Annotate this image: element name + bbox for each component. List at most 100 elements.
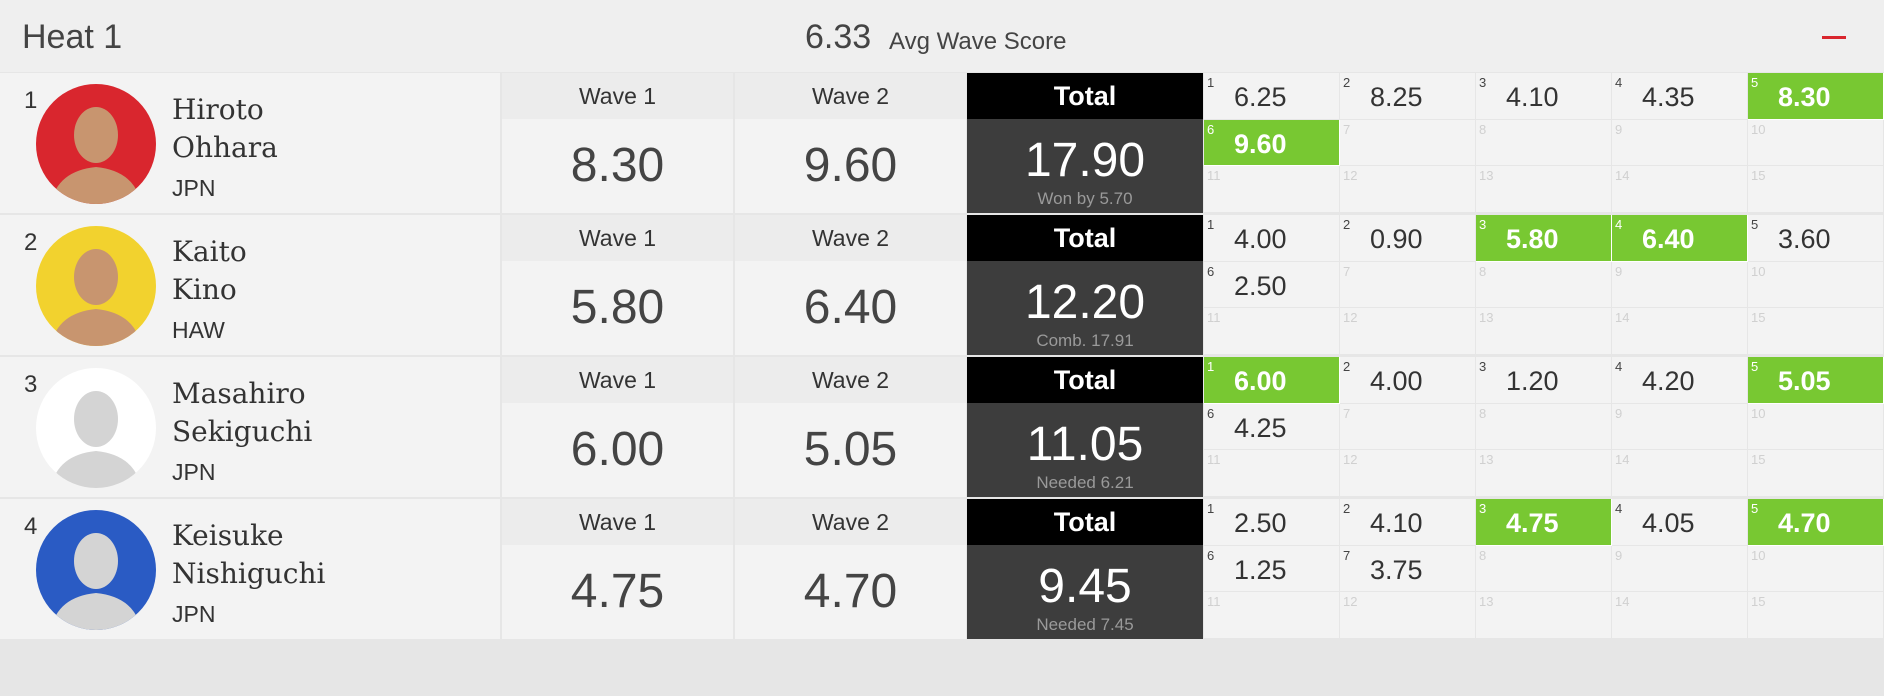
wave-number: 6 bbox=[1207, 547, 1215, 563]
wave-number: 3 bbox=[1479, 75, 1487, 90]
wave-number: 6 bbox=[1207, 405, 1215, 421]
wave-number: 15 bbox=[1751, 168, 1766, 184]
avatar bbox=[36, 368, 156, 488]
wave-score: 4.10 bbox=[1370, 508, 1423, 538]
wave-label: Wave 1 bbox=[502, 499, 733, 545]
wave-cell: 8 bbox=[1476, 545, 1612, 593]
wave-cell: 3 4.75 bbox=[1476, 499, 1612, 546]
first-name: Keisuke bbox=[172, 519, 284, 552]
first-name: Kaito bbox=[172, 235, 247, 268]
wave-number: 14 bbox=[1615, 594, 1630, 610]
wave-number: 1 bbox=[1207, 217, 1215, 232]
total-note: Needed 7.45 bbox=[1036, 615, 1134, 634]
wave-score: 4.75 bbox=[1506, 508, 1559, 538]
wave-cell: 8 bbox=[1476, 261, 1612, 309]
last-name: Ohhara bbox=[172, 131, 278, 164]
header bbox=[0, 0, 1884, 72]
wave-cell: 10 bbox=[1748, 261, 1884, 309]
wave-cell: 11 bbox=[1204, 592, 1340, 639]
wave-number: 13 bbox=[1479, 594, 1494, 610]
wave-cell: 15 bbox=[1748, 308, 1884, 355]
wave-cell: 6 9.60 bbox=[1204, 119, 1340, 167]
wave-cell: 14 bbox=[1612, 166, 1748, 213]
wave-number: 9 bbox=[1615, 121, 1623, 137]
avg-label: Avg Wave Score bbox=[889, 28, 1067, 55]
wave-score: 0.90 bbox=[1370, 224, 1423, 254]
wave-number: 12 bbox=[1343, 452, 1358, 468]
wave-number: 5 bbox=[1751, 217, 1759, 232]
wave-score: 4.10 bbox=[1506, 82, 1559, 112]
wave-label: Wave 1 bbox=[502, 215, 733, 261]
wave-cell: 9 bbox=[1612, 545, 1748, 593]
wave-number: 9 bbox=[1615, 405, 1623, 421]
wave-cell: 4 4.35 bbox=[1612, 73, 1748, 120]
total-label: Total bbox=[967, 499, 1203, 545]
wave-cell: 13 bbox=[1476, 166, 1612, 213]
wave-cell: 5 5.05 bbox=[1748, 357, 1884, 404]
wave-score: 1.25 bbox=[1234, 554, 1287, 585]
total-label: Total bbox=[967, 357, 1203, 403]
wave-score: 9.60 bbox=[1234, 128, 1287, 159]
wave-number: 12 bbox=[1343, 168, 1358, 184]
wave-number: 15 bbox=[1751, 310, 1766, 326]
wave-cell: 4 4.05 bbox=[1612, 499, 1748, 546]
total-box bbox=[967, 119, 1203, 213]
wave-number: 5 bbox=[1751, 75, 1759, 90]
wave-cell: 12 bbox=[1340, 308, 1476, 355]
wave-score: 5.05 bbox=[735, 403, 966, 497]
country: HAW bbox=[172, 317, 225, 343]
wave-number: 13 bbox=[1479, 310, 1494, 326]
wave-cell: 11 bbox=[1204, 166, 1340, 213]
wave-cell: 7 3.75 bbox=[1340, 545, 1476, 593]
last-name: Sekiguchi bbox=[172, 415, 313, 448]
wave-score: 3.75 bbox=[1370, 554, 1423, 585]
wave-cell: 5 4.70 bbox=[1748, 499, 1884, 546]
wave-cell: 1 4.00 bbox=[1204, 215, 1340, 262]
wave-number: 2 bbox=[1343, 501, 1351, 516]
avg-score: 6.33 bbox=[805, 18, 872, 56]
avatar bbox=[36, 510, 156, 630]
wave-score: 2.50 bbox=[1234, 508, 1287, 538]
wave-cell: 1 2.50 bbox=[1204, 499, 1340, 546]
wave-number: 7 bbox=[1343, 405, 1351, 421]
wave-score: 4.00 bbox=[1370, 366, 1423, 396]
wave-number: 7 bbox=[1343, 121, 1351, 137]
wave-number: 4 bbox=[1615, 501, 1623, 516]
wave-cell: 9 bbox=[1612, 403, 1748, 451]
wave-score: 2.50 bbox=[1234, 270, 1287, 301]
wave-number: 15 bbox=[1751, 452, 1766, 468]
wave-number: 5 bbox=[1751, 359, 1759, 374]
wave-cell: 6 1.25 bbox=[1204, 545, 1340, 593]
wave-cell: 2 0.90 bbox=[1340, 215, 1476, 262]
wave-cell: 6 4.25 bbox=[1204, 403, 1340, 451]
wave-number: 1 bbox=[1207, 501, 1215, 516]
wave-number: 4 bbox=[1615, 217, 1623, 232]
wave-cell: 7 bbox=[1340, 403, 1476, 451]
wave-cell: 4 6.40 bbox=[1612, 215, 1748, 262]
wave-number: 3 bbox=[1479, 359, 1487, 374]
wave-cell: 3 4.10 bbox=[1476, 73, 1612, 120]
wave-number: 10 bbox=[1751, 547, 1766, 563]
wave-cell: 15 bbox=[1748, 166, 1884, 213]
wave-label: Wave 2 bbox=[735, 499, 966, 545]
wave-cell: 8 bbox=[1476, 403, 1612, 451]
wave-cell: 1 6.00 bbox=[1204, 357, 1340, 404]
wave-cell: 4 4.20 bbox=[1612, 357, 1748, 404]
collapse-button[interactable] bbox=[1822, 36, 1846, 39]
wave-label: Wave 1 bbox=[502, 73, 733, 119]
wave-score: 6.00 bbox=[502, 403, 733, 497]
total-box bbox=[967, 403, 1203, 497]
wave-number: 4 bbox=[1615, 359, 1623, 374]
wave-score: 4.05 bbox=[1642, 508, 1695, 538]
wave-label: Wave 1 bbox=[502, 357, 733, 403]
total-score: 9.45 bbox=[1038, 560, 1132, 613]
wave-number: 6 bbox=[1207, 263, 1215, 279]
wave-number: 2 bbox=[1343, 217, 1351, 232]
wave-cell: 2 8.25 bbox=[1340, 73, 1476, 120]
wave-number: 3 bbox=[1479, 217, 1487, 232]
rank: 2 bbox=[24, 229, 38, 256]
wave-score: 5.05 bbox=[1778, 366, 1831, 396]
country: JPN bbox=[172, 175, 216, 201]
wave-cell: 14 bbox=[1612, 450, 1748, 497]
wave-score: 4.25 bbox=[1234, 412, 1287, 443]
